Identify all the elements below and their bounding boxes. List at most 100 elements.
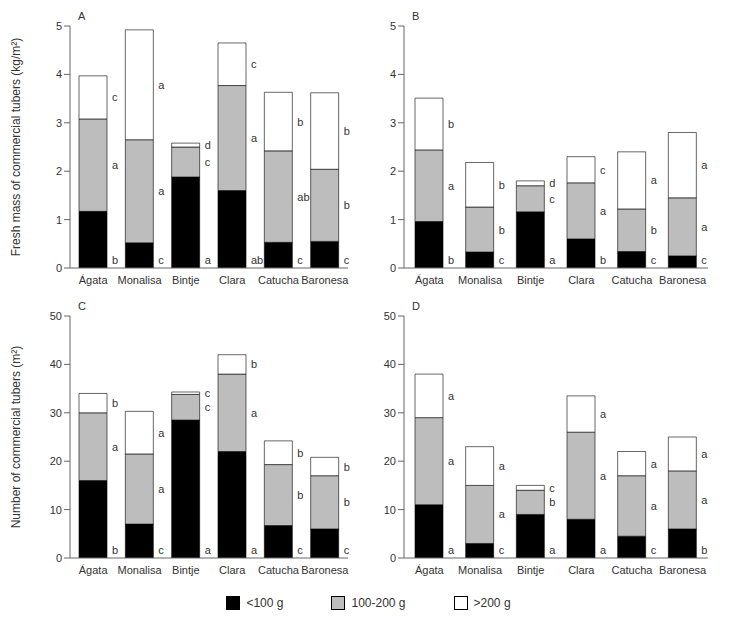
svg-text:a: a: [251, 132, 258, 144]
svg-text:c: c: [297, 254, 303, 266]
svg-text:a: a: [251, 407, 258, 419]
svg-text:a: a: [701, 159, 708, 171]
svg-text:b: b: [112, 544, 118, 556]
svg-text:Fresh mass of commercial tuber: Fresh mass of commercial tubers (kg/m²): [9, 38, 23, 257]
svg-text:c: c: [158, 254, 164, 266]
svg-text:b: b: [448, 254, 454, 266]
svg-text:Monalisa: Monalisa: [458, 564, 503, 576]
svg-text:c: c: [344, 544, 350, 556]
svg-text:a: a: [600, 205, 607, 217]
svg-text:b: b: [701, 544, 707, 556]
svg-text:a: a: [448, 180, 455, 192]
svg-text:a: a: [205, 254, 212, 266]
svg-text:a: a: [651, 174, 658, 186]
svg-text:a: a: [158, 427, 165, 439]
svg-text:c: c: [205, 401, 211, 413]
svg-text:40: 40: [50, 358, 62, 370]
svg-text:a: a: [251, 544, 258, 556]
svg-text:a: a: [112, 159, 119, 171]
svg-text:Ágata: Ágata: [415, 274, 445, 286]
svg-text:c: c: [499, 254, 505, 266]
svg-text:2: 2: [56, 165, 62, 177]
svg-text:b: b: [344, 496, 350, 508]
svg-text:c: c: [600, 164, 606, 176]
svg-text:Baronesa: Baronesa: [659, 564, 707, 576]
svg-text:b: b: [344, 125, 350, 137]
svg-text:c: c: [158, 544, 164, 556]
svg-text:Clara: Clara: [219, 274, 246, 286]
svg-text:b: b: [499, 224, 505, 236]
svg-text:0: 0: [390, 552, 396, 564]
svg-text:10: 10: [384, 504, 396, 516]
svg-text:c: c: [549, 482, 555, 494]
svg-text:c: c: [112, 91, 118, 103]
svg-text:Monalisa: Monalisa: [117, 564, 162, 576]
svg-text:a: a: [205, 544, 212, 556]
svg-text:Catucha: Catucha: [258, 274, 300, 286]
svg-text:30: 30: [50, 407, 62, 419]
svg-text:Catucha: Catucha: [612, 564, 654, 576]
svg-text:d: d: [549, 177, 555, 189]
svg-text:2: 2: [390, 165, 396, 177]
svg-text:Number of commercial tubers (m: Number of commercial tubers (m²): [9, 346, 23, 529]
svg-text:c: c: [651, 254, 657, 266]
svg-text:a: a: [499, 460, 506, 472]
svg-text:b: b: [112, 254, 118, 266]
svg-text:Ágata: Ágata: [79, 564, 109, 576]
svg-text:Ágata: Ágata: [79, 274, 109, 286]
svg-text:b: b: [549, 496, 555, 508]
svg-text:a: a: [600, 544, 607, 556]
svg-text:b: b: [448, 118, 454, 130]
svg-text:a: a: [158, 185, 165, 197]
svg-text:1: 1: [56, 214, 62, 226]
svg-text:50: 50: [384, 310, 396, 322]
svg-text:a: a: [448, 455, 455, 467]
svg-text:a: a: [549, 544, 556, 556]
svg-text:a: a: [499, 508, 506, 520]
svg-text:0: 0: [390, 262, 396, 274]
svg-text:10: 10: [50, 504, 62, 516]
svg-text:40: 40: [384, 358, 396, 370]
svg-text:b: b: [499, 179, 505, 191]
svg-text:b: b: [297, 489, 303, 501]
svg-text:Bintje: Bintje: [172, 274, 200, 286]
svg-text:Bintje: Bintje: [172, 564, 200, 576]
svg-text:Baronesa: Baronesa: [659, 274, 707, 286]
svg-text:4: 4: [390, 68, 396, 80]
svg-text:b: b: [112, 397, 118, 409]
svg-text:b: b: [600, 254, 606, 266]
svg-text:b: b: [297, 447, 303, 459]
svg-text:a: a: [701, 494, 708, 506]
svg-text:c: c: [701, 254, 707, 266]
svg-text:Clara: Clara: [219, 564, 246, 576]
svg-text:Clara: Clara: [568, 564, 595, 576]
svg-text:a: a: [549, 254, 556, 266]
svg-text:Monalisa: Monalisa: [117, 274, 162, 286]
svg-text:Bintje: Bintje: [517, 274, 545, 286]
svg-text:a: a: [158, 79, 165, 91]
svg-text:ab: ab: [251, 254, 263, 266]
svg-text:Catucha: Catucha: [258, 564, 300, 576]
svg-text:a: a: [651, 500, 658, 512]
svg-text:Ágata: Ágata: [415, 564, 445, 576]
svg-text:c: c: [297, 544, 303, 556]
svg-text:ab: ab: [297, 191, 309, 203]
svg-text:20: 20: [384, 455, 396, 467]
svg-text:c: c: [251, 58, 257, 70]
svg-text:0: 0: [56, 552, 62, 564]
svg-text:Catucha: Catucha: [612, 274, 654, 286]
svg-text:a: a: [651, 458, 658, 470]
svg-text:b: b: [651, 224, 657, 236]
svg-text:3: 3: [56, 117, 62, 129]
svg-text:c: c: [499, 544, 505, 556]
svg-text:a: a: [158, 483, 165, 495]
svg-text:Baronesa: Baronesa: [301, 564, 349, 576]
svg-text:a: a: [600, 408, 607, 420]
svg-text:Bintje: Bintje: [517, 564, 545, 576]
svg-text:a: a: [701, 448, 708, 460]
svg-text:50: 50: [50, 310, 62, 322]
svg-text:Baronesa: Baronesa: [301, 274, 349, 286]
svg-text:20: 20: [50, 455, 62, 467]
svg-text:b: b: [251, 358, 257, 370]
svg-text:a: a: [448, 544, 455, 556]
